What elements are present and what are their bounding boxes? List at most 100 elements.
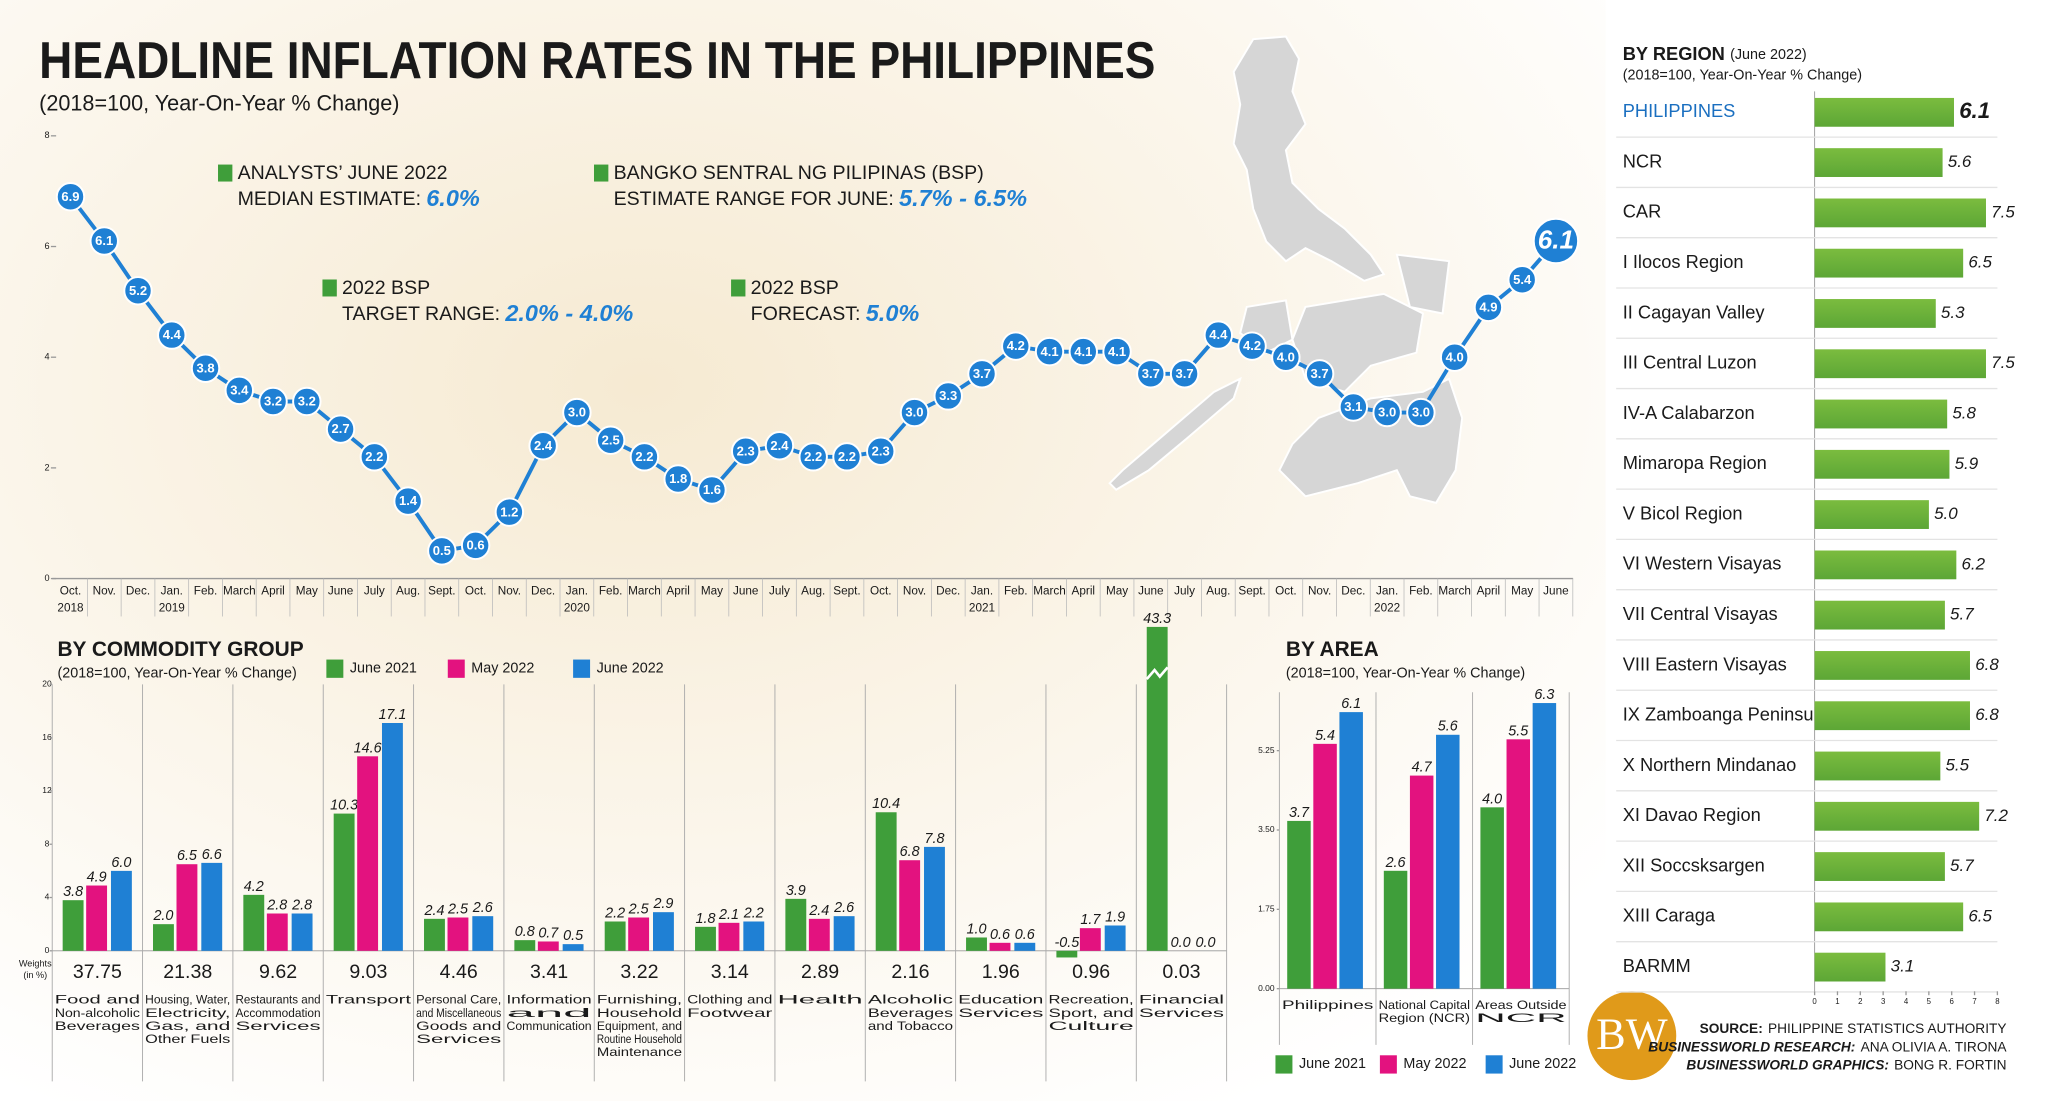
x-tick-label: Beverages <box>55 1019 140 1033</box>
legend-swatch <box>447 659 465 678</box>
annotation-text: FORECAST: <box>751 303 861 325</box>
annotation-text: ANALYSTS’ JUNE 2022 <box>238 162 448 184</box>
point <box>1271 342 1301 372</box>
data-label: 6.1 <box>95 233 113 248</box>
data-label: 3.3 <box>939 388 957 403</box>
point <box>157 320 187 350</box>
bar <box>718 922 740 951</box>
footer-line: BUSINESSWORLD RESEARCH: ANA OLIVIA A. TIR… <box>1648 1039 2007 1054</box>
point <box>1068 336 1098 367</box>
data-label: 1.2 <box>500 504 518 519</box>
data-label: 5.4 <box>1315 728 1335 744</box>
x-tick-label: Aug. <box>801 585 825 598</box>
x-tick-label: Accommodation <box>236 1006 321 1020</box>
bar <box>333 813 355 951</box>
point <box>528 431 558 461</box>
data-label: 4.9 <box>87 869 107 885</box>
data-label: 0.8 <box>515 924 535 940</box>
bar-shade <box>1814 148 1943 177</box>
x-tick-label: Jan. <box>566 585 588 598</box>
legend-label: May 2022 <box>471 660 534 676</box>
point <box>1169 359 1200 389</box>
data-label: 4.4 <box>163 327 182 342</box>
point <box>393 486 423 516</box>
footer-label: SOURCE: <box>1700 1021 1763 1036</box>
x-tick-label: Services <box>416 1032 501 1046</box>
data-label: 5.4 <box>1513 272 1532 287</box>
data-label: 2.4 <box>423 903 444 919</box>
x-tick-label: March <box>223 585 256 598</box>
data-label: 2.2 <box>635 449 653 464</box>
x-tick-label: July <box>1174 585 1195 598</box>
data-label: 4.0 <box>1482 791 1502 807</box>
point <box>629 442 660 472</box>
category-label: IX Zamboanga Peninsula <box>1623 704 1829 725</box>
data-label: 2.9 <box>652 896 673 912</box>
x-tick-label: 5 <box>1927 997 1932 1006</box>
bar <box>1436 734 1460 989</box>
data-label: 4.0 <box>1277 349 1295 364</box>
data-label: 2.6 <box>833 900 854 916</box>
x-tick-label: 7 <box>1972 997 1976 1006</box>
data-label: 2.8 <box>291 897 312 913</box>
data-label: 6.1 <box>1341 696 1361 712</box>
data-label: 3.8 <box>196 360 214 375</box>
x-tick-label: Feb. <box>599 585 623 598</box>
data-label: 4.1 <box>1108 344 1126 359</box>
point <box>866 436 896 466</box>
data-label: 2.2 <box>838 449 856 464</box>
data-label: 0.6 <box>1015 927 1035 943</box>
y-tick-label: 20 <box>42 679 52 689</box>
x-tick-label: July <box>364 585 385 598</box>
data-label: 3.0 <box>568 405 586 420</box>
data-label: 4.2 <box>244 879 264 895</box>
x-tick-label: Services <box>958 1006 1043 1020</box>
bar-shade <box>1814 349 1986 379</box>
data-label: 3.2 <box>298 394 316 409</box>
x-tick-label: Equipment, and <box>597 1019 682 1033</box>
x-tick-label: Gas, and <box>145 1019 230 1033</box>
data-label: -0.5 <box>1054 935 1080 951</box>
data-label: 6.8 <box>1975 705 1999 724</box>
point <box>1507 265 1537 295</box>
point <box>1136 359 1166 389</box>
annotation-highlight: 2.0% - 4.0% <box>504 300 633 326</box>
y-tick-label: 3.50 <box>1258 824 1275 834</box>
point <box>899 397 930 428</box>
weight-label: 9.62 <box>259 961 297 983</box>
bar-shade <box>1814 952 1886 982</box>
weight-label: 4.46 <box>440 961 478 983</box>
x-tick-label: Dec. <box>531 585 555 598</box>
x-tick-label: March <box>1033 585 1066 598</box>
bar <box>899 860 921 951</box>
data-label: 5.2 <box>129 283 147 298</box>
data-label: 2.5 <box>447 901 469 917</box>
data-label: 5.3 <box>1941 303 1965 322</box>
point <box>1203 320 1234 350</box>
point <box>798 442 828 472</box>
x-tick-label: National Capital <box>1379 998 1470 1012</box>
annotation-highlight: 5.7% - 6.5% <box>899 185 1027 211</box>
data-label: 3.7 <box>1142 366 1160 381</box>
point <box>1237 331 1267 361</box>
data-label: 7.5 <box>1991 202 2015 221</box>
category-label: II Cagayan Valley <box>1623 301 1766 322</box>
bar <box>562 944 584 951</box>
data-label: 2.2 <box>743 905 764 921</box>
data-label: 1.9 <box>1105 909 1125 925</box>
bar <box>62 900 84 951</box>
footer-label: BUSINESSWORLD RESEARCH: <box>1648 1039 1855 1054</box>
weight-label: 0.03 <box>1162 961 1200 983</box>
category-label: X Northern Mindanao <box>1623 754 1797 775</box>
weight-label: 3.41 <box>530 961 568 983</box>
category-label: I Ilocos Region <box>1623 251 1744 272</box>
weight-label: 2.89 <box>801 961 839 983</box>
data-label: 6.5 <box>1968 253 1992 272</box>
x-tick-label: Food and <box>55 993 140 1007</box>
category-label: NCR <box>1623 150 1663 171</box>
x-tick-label: Beverages <box>868 1006 953 1020</box>
annotation-text: MEDIAN ESTIMATE: <box>238 188 421 210</box>
point <box>1338 392 1369 422</box>
point <box>1034 336 1065 367</box>
